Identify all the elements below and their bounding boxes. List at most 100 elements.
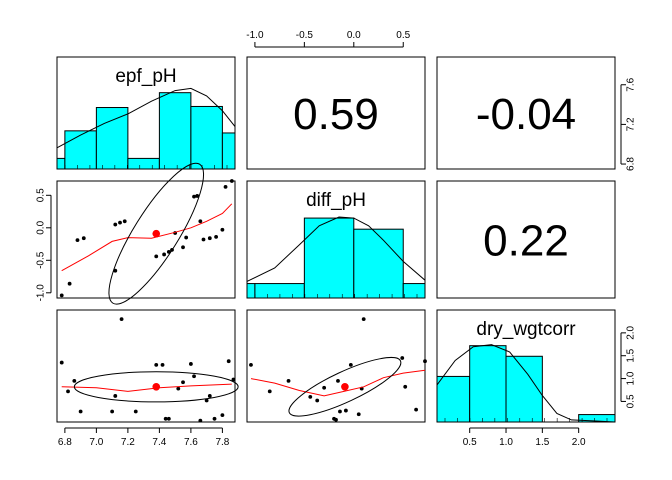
scatter-point: [66, 389, 70, 394]
scatter-point: [195, 194, 200, 198]
scatter-point: [110, 409, 115, 414]
histogram-bar-dry_wgtcorr-0: [437, 375, 471, 422]
scatter-point: [154, 254, 159, 259]
scatter-point: [348, 362, 353, 367]
scatter-point: [201, 237, 206, 242]
tick-label: -1.0: [246, 30, 264, 41]
scatter-point: [322, 385, 327, 390]
scatter-point: [192, 374, 196, 379]
tick-label: 2.0: [572, 437, 586, 448]
panel-frame-0-1: [246, 56, 426, 170]
histogram-bar-diff_pH-4: [402, 283, 425, 298]
scatter-point: [204, 398, 209, 403]
correlation-value-epf_pH-diff_pH: 0.59: [293, 90, 379, 139]
scatter-panel-epf_pH-dry_wgtcorr: [59, 317, 239, 423]
panel-frame-2-0: [56, 309, 236, 423]
scatter-point: [267, 389, 272, 394]
tick-label: 7.8: [215, 437, 229, 448]
scatter-point: [72, 378, 77, 383]
scatter-point: [400, 356, 405, 360]
variable-label-dry_wgtcorr: dry_wgtcorr: [476, 319, 576, 340]
scatter-point: [198, 418, 203, 423]
variable-label-epf_pH: epf_pH: [115, 66, 176, 87]
tick-label: 0.5: [463, 437, 477, 448]
scatter-point: [122, 219, 127, 224]
scatter-point: [229, 179, 234, 183]
scatter-point: [308, 394, 313, 399]
tick-label: 0.0: [36, 220, 47, 234]
scatter-point: [249, 362, 253, 367]
histogram-dry_wgtcorr: [437, 344, 615, 422]
scatter-point: [214, 235, 218, 239]
scatter-point: [81, 236, 86, 241]
tick-label: 6.8: [58, 437, 72, 448]
scatter-point: [166, 416, 171, 421]
scatter-point: [188, 362, 193, 366]
scatter-point: [59, 360, 64, 365]
tick-label: 7.4: [152, 437, 166, 448]
scatter-panel-diff_pH-dry_wgtcorr: [249, 317, 427, 422]
correlation-value-epf_pH-dry_wgtcorr: -0.04: [476, 90, 576, 139]
tick-label: 0.0: [347, 30, 361, 41]
scatter-point: [192, 194, 196, 199]
scatter-point: [315, 398, 320, 403]
scatter-point: [223, 184, 228, 189]
scatter-point: [78, 409, 83, 414]
tick-label: 0.5: [36, 188, 47, 202]
histogram-bar-dry_wgtcorr-4: [578, 414, 615, 422]
density-curve-diff_pH: [247, 216, 425, 282]
scatter-point: [231, 377, 236, 382]
scatter-point: [343, 408, 348, 413]
tick-label: 0.5: [396, 30, 410, 41]
histogram-bar-epf_pH-6: [221, 132, 235, 169]
histogram-bar-diff_pH-2: [303, 217, 355, 298]
histogram-bar-epf_pH-4: [158, 92, 192, 169]
histogram-bar-dry_wgtcorr-2: [505, 355, 543, 422]
panel-frame-1-2: [436, 180, 616, 299]
tick-label: -1.0: [36, 284, 47, 302]
correlation-ellipse: [73, 371, 239, 403]
scatter-point: [67, 281, 72, 286]
scatter-point: [184, 235, 189, 240]
scatter-point: [113, 268, 118, 273]
tick-label: 1.5: [535, 437, 549, 448]
histogram-bar-epf_pH-1: [64, 130, 97, 169]
scatter-point: [154, 362, 159, 367]
histogram-bar-epf_pH-2: [95, 107, 129, 169]
scatter-point: [334, 417, 338, 422]
scatter-point: [119, 317, 124, 322]
scatter-panel-epf_pH-diff_pH: [59, 162, 234, 305]
tick-label: 7.2: [121, 437, 135, 448]
histogram-bar-dry_wgtcorr-1: [469, 345, 507, 422]
loess-line: [61, 383, 232, 392]
scatter-point: [338, 409, 342, 414]
tick-label: 1.0: [499, 437, 513, 448]
scatter-point: [113, 394, 118, 398]
scatter-point: [207, 236, 212, 241]
scatter-point: [356, 412, 361, 417]
histogram-epf_pH: [57, 87, 235, 169]
scatter-point: [160, 362, 165, 367]
loess-line: [61, 203, 233, 272]
tick-label: 1.5: [626, 348, 637, 362]
tick-label: -0.5: [296, 30, 314, 41]
correlation-ellipse: [288, 357, 402, 417]
histogram-diff_pH: [247, 216, 425, 298]
scatter-point: [403, 384, 408, 389]
scatter-point: [336, 378, 340, 383]
histogram-bar-epf_pH-5: [190, 105, 223, 169]
scatter-point: [59, 293, 64, 298]
scatter-point: [181, 380, 185, 385]
scatter-point: [212, 416, 217, 421]
tick-label: -0.5: [36, 251, 47, 269]
density-curve-epf_pH: [57, 87, 235, 149]
scatter-point: [414, 407, 418, 412]
panel-frame-1-0: [56, 180, 236, 299]
scatter-point: [75, 238, 80, 243]
tick-label: 7.6: [184, 437, 198, 448]
histogram-bar-diff_pH-0: [247, 283, 256, 298]
tick-label: 7.0: [89, 437, 103, 448]
density-curve-dry_wgtcorr: [437, 344, 615, 422]
center-point: [152, 383, 161, 391]
